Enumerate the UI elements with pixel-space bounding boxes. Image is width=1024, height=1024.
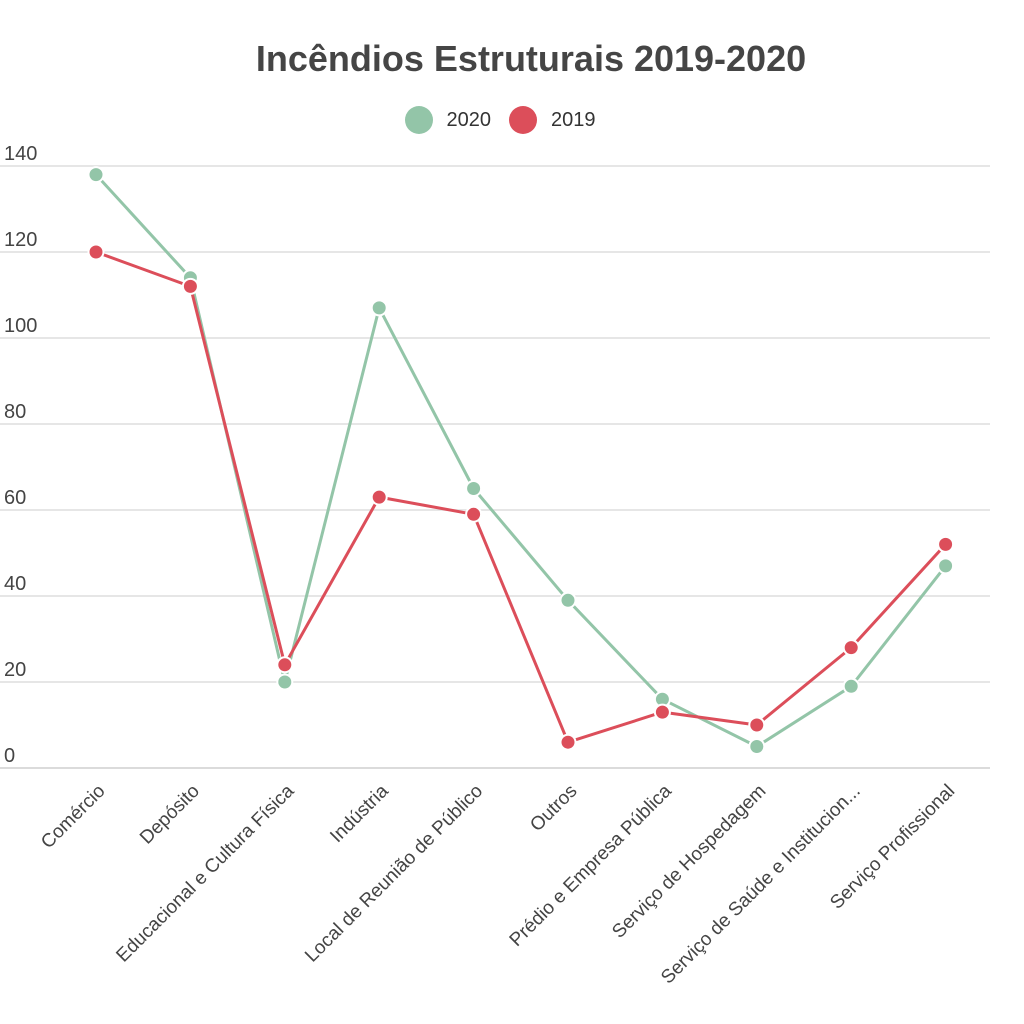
data-point-2020[interactable] — [937, 557, 955, 575]
legend-label-2020: 2020 — [446, 108, 492, 131]
legend-label-2019: 2019 — [551, 108, 596, 131]
legend-item-2020[interactable]: 2020 — [404, 106, 492, 134]
data-point-2019[interactable] — [653, 703, 671, 721]
data-point-2020[interactable] — [465, 480, 483, 497]
series — [87, 166, 955, 755]
data-point-2020[interactable] — [276, 673, 294, 691]
x-tick-label: Serviço de Hospedagem — [608, 781, 770, 943]
data-point-2019[interactable] — [559, 733, 577, 751]
y-axis-ticks: 0 20 40 60 80 100 120 140 — [4, 143, 37, 767]
legend-swatch-2020 — [404, 106, 433, 134]
y-tick-label: 100 — [4, 315, 37, 337]
grid-lines — [0, 165, 990, 769]
legend-swatch-2019 — [509, 106, 537, 134]
data-point-2019[interactable] — [937, 535, 955, 553]
data-point-2019[interactable] — [181, 277, 199, 295]
data-point-2020[interactable] — [748, 738, 766, 755]
y-tick-label: 0 — [4, 745, 15, 767]
data-point-2019[interactable] — [465, 505, 483, 523]
x-tick-label: Comércio — [37, 781, 109, 853]
data-point-2020[interactable] — [842, 677, 860, 695]
x-tick-label: Local de Reunião de Público — [301, 781, 487, 967]
data-point-2019[interactable] — [276, 656, 294, 674]
data-point-2020[interactable] — [559, 591, 577, 609]
legend-item-2019[interactable]: 2019 — [509, 106, 596, 134]
y-tick-label: 80 — [4, 401, 26, 423]
series-line-2020 — [94, 173, 947, 748]
x-tick-label: Indústria — [326, 780, 393, 847]
x-tick-label: Prédio e Empresa Pública — [506, 780, 676, 950]
y-tick-label: 20 — [4, 659, 26, 681]
legend: 2020 2019 — [0, 106, 1000, 134]
y-tick-label: 40 — [4, 573, 26, 595]
series-2019 — [87, 243, 955, 751]
data-point-2020[interactable] — [87, 166, 105, 184]
x-tick-label: Depósito — [136, 781, 204, 849]
chart-title: Incêndios Estruturais 2019-2020 — [255, 38, 807, 79]
x-tick-label: Educacional e Cultura Física — [112, 780, 298, 966]
series-line-2019 — [95, 250, 947, 744]
y-tick-label: 60 — [4, 487, 26, 509]
data-point-2019[interactable] — [87, 243, 105, 261]
series-2020 — [87, 166, 955, 755]
x-tick-label: Outros — [526, 781, 581, 836]
data-point-2019[interactable] — [842, 639, 860, 657]
data-point-2019[interactable] — [748, 716, 766, 734]
data-point-2019[interactable] — [370, 488, 388, 506]
data-point-2020[interactable] — [370, 299, 388, 317]
y-tick-label: 120 — [4, 229, 37, 251]
x-tick-label: Serviço de Saúde e Institucion... — [657, 781, 865, 989]
y-tick-label: 140 — [4, 143, 37, 165]
